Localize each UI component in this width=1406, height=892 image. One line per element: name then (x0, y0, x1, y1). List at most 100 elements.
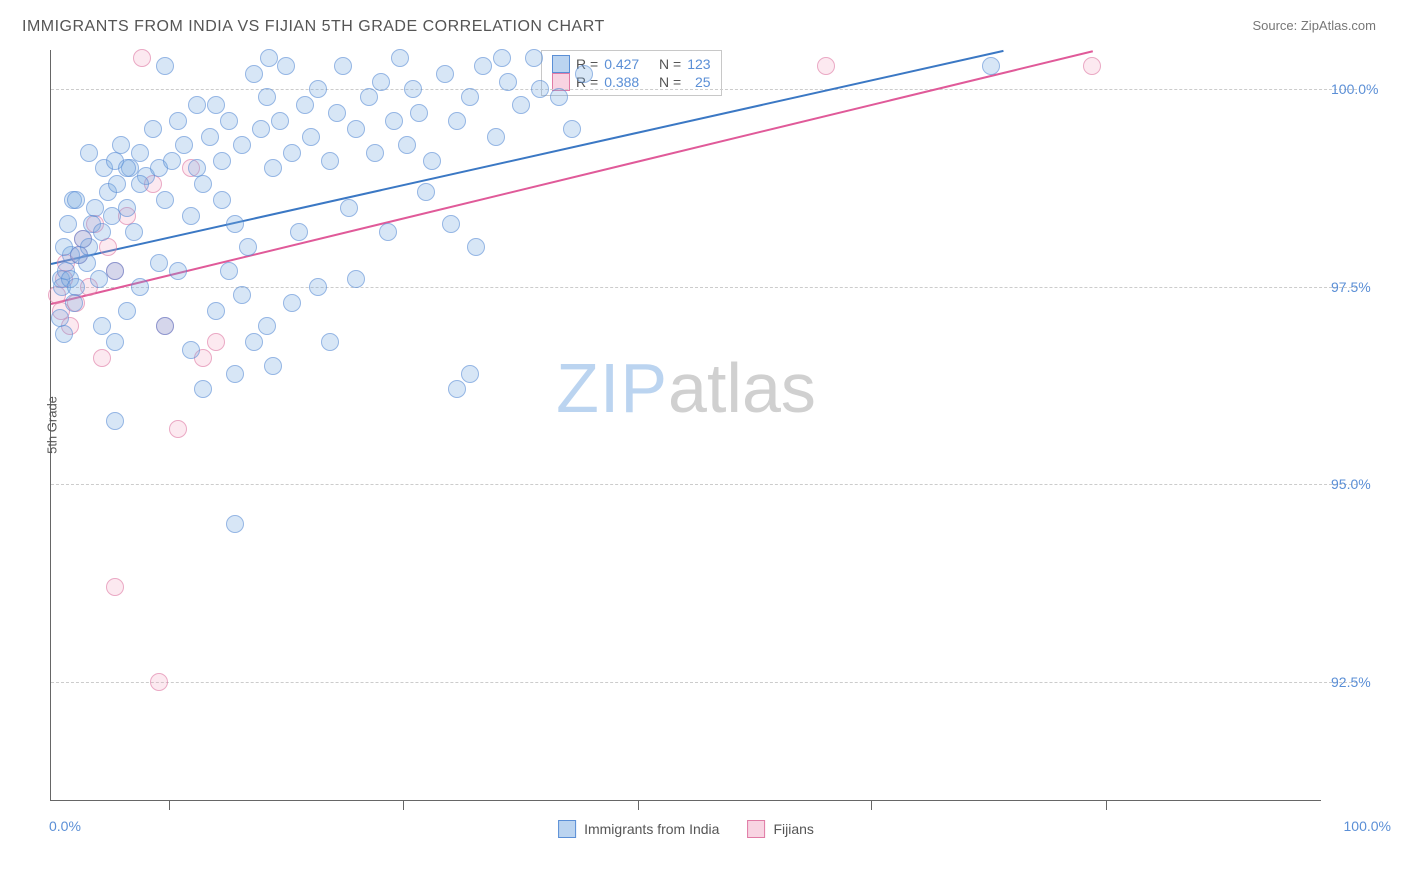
data-point (982, 57, 1000, 75)
data-point (398, 136, 416, 154)
data-point (194, 175, 212, 193)
data-point (220, 262, 238, 280)
data-point (512, 96, 530, 114)
data-point (131, 144, 149, 162)
data-point (93, 349, 111, 367)
data-point (487, 128, 505, 146)
legend-swatch-blue (552, 55, 570, 73)
data-point (144, 120, 162, 138)
data-point (340, 199, 358, 217)
data-point (226, 365, 244, 383)
data-point (260, 49, 278, 67)
data-point (321, 152, 339, 170)
x-tick (871, 800, 872, 810)
data-point (410, 104, 428, 122)
y-tick-label: 95.0% (1331, 476, 1391, 492)
data-point (461, 365, 479, 383)
data-point (379, 223, 397, 241)
data-point (271, 112, 289, 130)
data-point (86, 199, 104, 217)
data-point (461, 88, 479, 106)
data-point (448, 380, 466, 398)
legend-swatch-blue (558, 820, 576, 838)
data-point (264, 159, 282, 177)
data-point (118, 302, 136, 320)
data-point (252, 120, 270, 138)
data-point (112, 136, 130, 154)
series-legend: Immigrants from India Fijians (558, 820, 814, 838)
data-point (283, 294, 301, 312)
data-point (366, 144, 384, 162)
data-point (175, 136, 193, 154)
data-point (309, 278, 327, 296)
gridline (51, 89, 1357, 90)
data-point (233, 286, 251, 304)
data-point (226, 515, 244, 533)
y-tick-label: 100.0% (1331, 81, 1391, 97)
data-point (118, 159, 136, 177)
x-tick (169, 800, 170, 810)
data-point (131, 278, 149, 296)
data-point (239, 238, 257, 256)
data-point (80, 144, 98, 162)
data-point (150, 673, 168, 691)
data-point (207, 96, 225, 114)
data-point (93, 317, 111, 335)
data-point (499, 73, 517, 91)
data-point (258, 317, 276, 335)
data-point (78, 254, 96, 272)
data-point (207, 302, 225, 320)
data-point (290, 223, 308, 241)
data-point (525, 49, 543, 67)
data-point (156, 57, 174, 75)
data-point (442, 215, 460, 233)
data-point (226, 215, 244, 233)
data-point (150, 254, 168, 272)
data-point (321, 333, 339, 351)
scatter-plot-area: 5th Grade ZIPatlas R = 0.427 N = 123 R =… (50, 50, 1321, 801)
data-point (493, 49, 511, 67)
data-point (385, 112, 403, 130)
data-point (220, 112, 238, 130)
data-point (277, 57, 295, 75)
data-point (169, 262, 187, 280)
x-tick (1106, 800, 1107, 810)
data-point (125, 223, 143, 241)
data-point (106, 262, 124, 280)
data-point (106, 412, 124, 430)
data-point (817, 57, 835, 75)
data-point (1083, 57, 1101, 75)
data-point (55, 325, 73, 343)
data-point (93, 223, 111, 241)
watermark: ZIPatlas (556, 348, 816, 428)
data-point (563, 120, 581, 138)
y-axis-label: 5th Grade (44, 396, 59, 454)
data-point (169, 420, 187, 438)
data-point (391, 49, 409, 67)
data-point (182, 341, 200, 359)
data-point (65, 294, 83, 312)
data-point (106, 578, 124, 596)
y-tick-label: 92.5% (1331, 674, 1391, 690)
data-point (296, 96, 314, 114)
data-point (182, 207, 200, 225)
data-point (156, 317, 174, 335)
data-point (245, 65, 263, 83)
data-point (99, 238, 117, 256)
data-point (347, 270, 365, 288)
source-attribution: Source: ZipAtlas.com (1252, 18, 1376, 33)
data-point (207, 333, 225, 351)
data-point (108, 175, 126, 193)
data-point (328, 104, 346, 122)
data-point (283, 144, 301, 162)
data-point (67, 278, 85, 296)
data-point (163, 152, 181, 170)
data-point (417, 183, 435, 201)
data-point (467, 238, 485, 256)
data-point (436, 65, 454, 83)
data-point (531, 80, 549, 98)
data-point (67, 191, 85, 209)
x-tick (403, 800, 404, 810)
data-point (131, 175, 149, 193)
data-point (133, 49, 151, 67)
